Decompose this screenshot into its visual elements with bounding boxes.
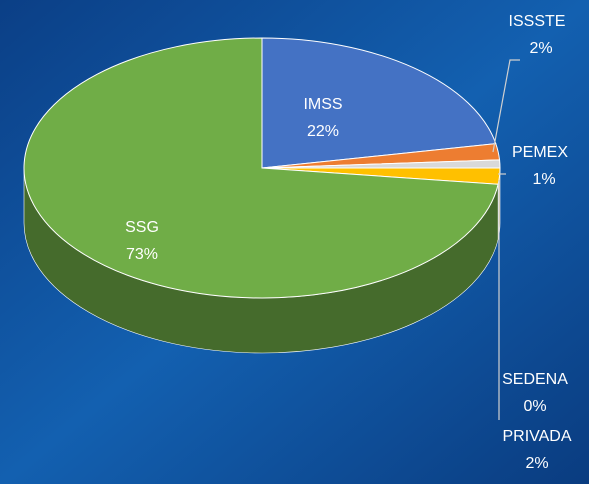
category-label: SEDENA <box>502 371 568 388</box>
value-label: 2% <box>529 40 552 57</box>
leader-lines <box>492 59 520 420</box>
category-label: PEMEX <box>512 144 568 161</box>
leader-line <box>492 59 520 153</box>
slice <box>261 37 497 169</box>
value-label: 73% <box>126 246 158 263</box>
value-label: 22% <box>307 123 339 140</box>
labels: IMSS 22% ISSSTE 2% PEMEX 1% SEDENA 0% PRIVADA 2% S… <box>125 13 572 472</box>
category-label: IMSS <box>303 96 342 113</box>
slice <box>23 37 499 299</box>
value-label: 2% <box>525 455 548 472</box>
category-label: PRIVADA <box>502 428 571 445</box>
value-label: 1% <box>532 171 555 188</box>
value-label: 0% <box>523 398 546 415</box>
category-label: ISSSTE <box>509 13 566 30</box>
pie <box>23 37 501 354</box>
category-label: SSG <box>125 219 159 236</box>
